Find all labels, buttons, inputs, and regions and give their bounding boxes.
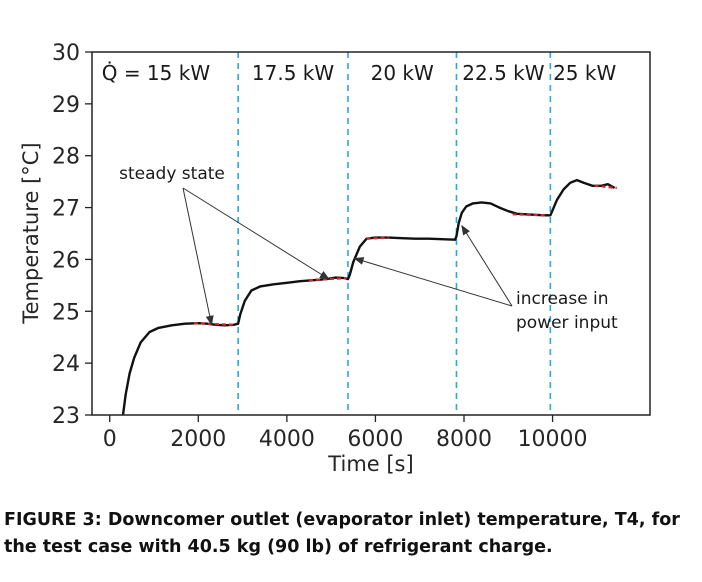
figure-caption: FIGURE 3: Downcomer outlet (evaporator i… <box>4 510 680 557</box>
annotation-arrow <box>182 187 330 280</box>
y-tick-label: 27 <box>52 197 80 222</box>
y-tick-label: 23 <box>52 404 80 429</box>
annotation-arrow <box>182 187 214 326</box>
power-level-label: 17.5 kW <box>252 61 334 85</box>
annotation-power-input: increase in <box>516 289 609 309</box>
steady-state-segment <box>594 184 617 189</box>
power-level-labels: Q̇ = 15 kW 17.5 kW 20 kW 22.5 kW 25 kW <box>102 61 617 85</box>
x-tick-label: 8000 <box>436 427 492 452</box>
x-tick-label: 0 <box>103 427 117 452</box>
x-tick-label: 10000 <box>518 427 588 452</box>
annotation-steady-state: steady state <box>119 164 225 184</box>
y-axis-label: Temperature [°C] <box>19 142 43 324</box>
x-tick-label: 2000 <box>170 427 226 452</box>
y-tick-label: 26 <box>52 248 80 273</box>
annotations: steady state increase in power input <box>119 164 618 333</box>
power-level-label: 22.5 kW <box>462 61 544 85</box>
annotation-power-input: power input <box>516 313 618 333</box>
power-level-label: Q̇ = 15 kW <box>102 61 211 85</box>
y-tick-label: 30 <box>52 41 80 66</box>
x-tick-label: 4000 <box>259 427 315 452</box>
y-axis: 23 24 25 26 27 28 29 30 <box>52 41 92 429</box>
steady-state-segment <box>512 213 546 217</box>
x-tick-label: 6000 <box>347 427 403 452</box>
y-tick-label: 29 <box>52 93 80 118</box>
power-level-label: 20 kW <box>371 61 434 85</box>
y-tick-label: 24 <box>52 352 80 377</box>
steady-state-segment <box>308 277 347 282</box>
plot-frame <box>91 51 651 416</box>
x-axis: 0 2000 4000 6000 8000 10000 <box>103 415 588 452</box>
y-tick-label: 28 <box>52 145 80 170</box>
power-boundaries <box>237 52 552 415</box>
annotation-arrow <box>353 257 513 307</box>
y-tick-label: 25 <box>52 300 80 325</box>
power-level-label: 25 kW <box>553 61 616 85</box>
x-axis-label: Time [s] <box>327 452 413 476</box>
annotation-arrow <box>461 224 513 307</box>
steady-state-segment <box>366 236 389 240</box>
